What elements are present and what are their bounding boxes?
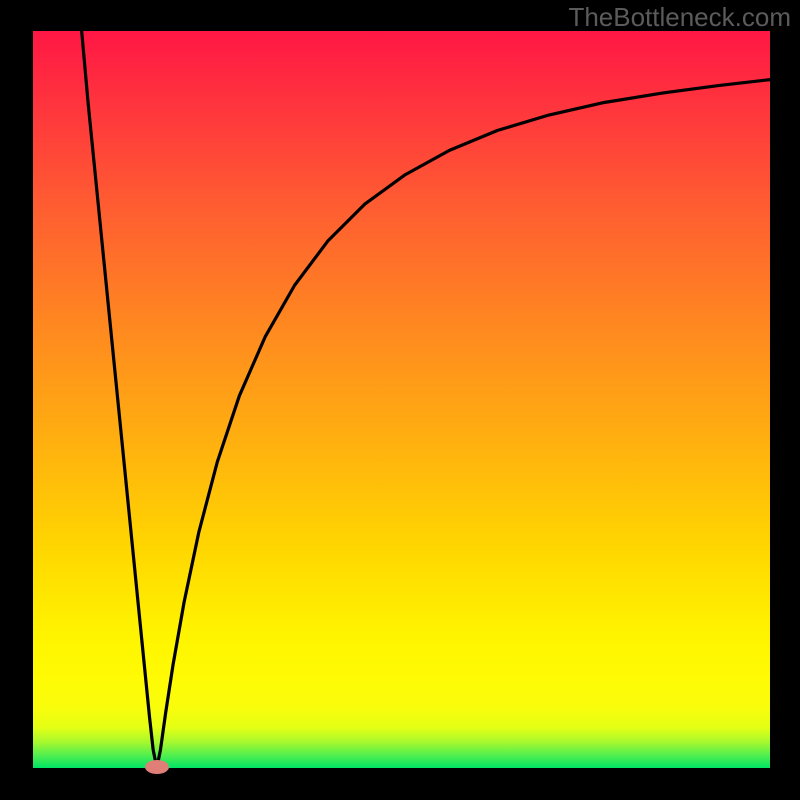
optimal-point-marker — [145, 760, 169, 774]
plot-area — [33, 31, 770, 768]
curve-path — [82, 31, 770, 768]
chart-container: TheBottleneck.com — [0, 0, 800, 800]
bottleneck-curve — [33, 31, 770, 768]
watermark-text: TheBottleneck.com — [568, 2, 791, 33]
